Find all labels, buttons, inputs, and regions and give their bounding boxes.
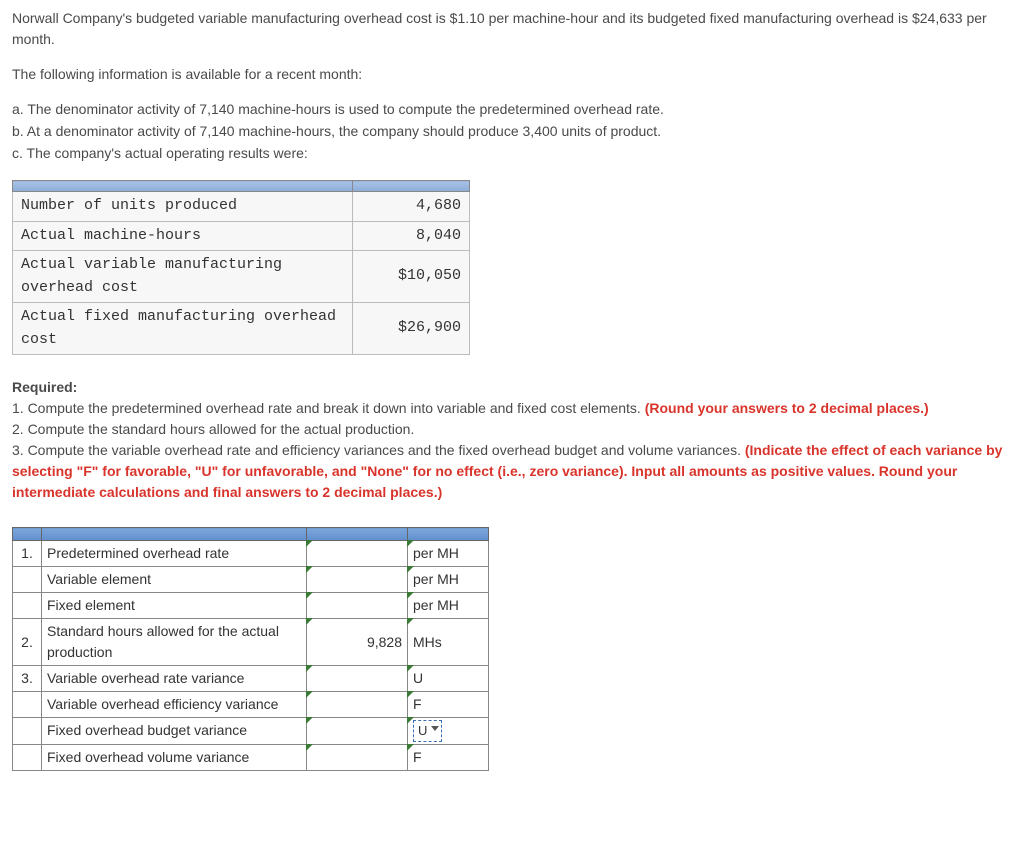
req-1-text: 1. Compute the predetermined overhead ra… [12, 400, 645, 416]
row-label: Variable element [42, 567, 307, 593]
valid-tick-icon [306, 566, 313, 573]
valid-tick-icon [306, 540, 313, 547]
data-row-value: $26,900 [353, 303, 470, 355]
table-row: Fixed overhead volume variance F [13, 744, 489, 770]
list-item-b: b. At a denominator activity of 7,140 ma… [12, 121, 1012, 142]
row-label: Variable overhead efficiency variance [42, 692, 307, 718]
data-row-label: Number of units produced [13, 192, 353, 222]
value-input[interactable] [307, 541, 408, 567]
table-row: Variable overhead efficiency variance F [13, 692, 489, 718]
unit-cell: MHs [408, 619, 489, 666]
row-number [13, 692, 42, 718]
row-number [13, 567, 42, 593]
value-input[interactable] [307, 593, 408, 619]
row-label: Variable overhead rate variance [42, 666, 307, 692]
valid-tick-icon [407, 618, 414, 625]
valid-tick-icon [306, 592, 313, 599]
valid-tick-icon [407, 566, 414, 573]
row-label: Fixed overhead budget variance [42, 718, 307, 745]
value-input[interactable] [307, 666, 408, 692]
row-label: Fixed overhead volume variance [42, 744, 307, 770]
row-number [13, 744, 42, 770]
table-row: Variable element per MH [13, 567, 489, 593]
required-section: Required: 1. Compute the predetermined o… [12, 377, 1012, 503]
data-row-label: Actual fixed manufacturing overhead cost [13, 303, 353, 355]
table-row: Fixed overhead budget variance U [13, 718, 489, 745]
required-heading: Required: [12, 379, 77, 395]
valid-tick-icon [407, 592, 414, 599]
row-number: 3. [13, 666, 42, 692]
req-2-text: 2. Compute the standard hours allowed fo… [12, 419, 1012, 440]
valid-tick-icon [407, 540, 414, 547]
valid-tick-icon [407, 691, 414, 698]
value-input[interactable] [307, 567, 408, 593]
row-label: Predetermined overhead rate [42, 541, 307, 567]
unit-cell: U [408, 666, 489, 692]
valid-tick-icon [407, 744, 414, 751]
given-info-list: a. The denominator activity of 7,140 mac… [12, 99, 1012, 164]
valid-tick-icon [306, 717, 313, 724]
row-number [13, 593, 42, 619]
valid-tick-icon [306, 744, 313, 751]
value-input[interactable] [307, 692, 408, 718]
list-item-c: c. The company's actual operating result… [12, 143, 1012, 164]
valid-tick-icon [407, 665, 414, 672]
value-input[interactable]: 9,828 [307, 619, 408, 666]
table-row: 1.Predetermined overhead rate per MH [13, 541, 489, 567]
valid-tick-icon [306, 665, 313, 672]
valid-tick-icon [306, 618, 313, 625]
valid-tick-icon [306, 691, 313, 698]
data-row-label: Actual machine-hours [13, 221, 353, 251]
answer-table: 1.Predetermined overhead rateper MHVaria… [12, 527, 489, 771]
row-label: Fixed element [42, 593, 307, 619]
unit-cell[interactable]: U [408, 718, 489, 745]
variance-select[interactable]: U [413, 720, 442, 742]
value-input[interactable] [307, 744, 408, 770]
list-item-a: a. The denominator activity of 7,140 mac… [12, 99, 1012, 120]
intro-p2: The following information is available f… [12, 64, 1012, 85]
data-row-label: Actual variable manufacturing overhead c… [13, 251, 353, 303]
table-row: 2.Standard hours allowed for the actual … [13, 619, 489, 666]
table-row: Fixed element per MH [13, 593, 489, 619]
intro-p1: Norwall Company's budgeted variable manu… [12, 8, 1012, 50]
row-number: 1. [13, 541, 42, 567]
table-row: 3.Variable overhead rate variance U [13, 666, 489, 692]
unit-cell: per MH [408, 541, 489, 567]
req-1-hint: (Round your answers to 2 decimal places.… [645, 400, 929, 416]
row-label: Standard hours allowed for the actual pr… [42, 619, 307, 666]
data-row-value: 8,040 [353, 221, 470, 251]
value-input[interactable] [307, 718, 408, 745]
data-row-value: 4,680 [353, 192, 470, 222]
row-number: 2. [13, 619, 42, 666]
unit-cell: F [408, 692, 489, 718]
unit-cell: per MH [408, 593, 489, 619]
unit-cell: F [408, 744, 489, 770]
req-3-text: 3. Compute the variable overhead rate an… [12, 442, 745, 458]
operating-results-table: Number of units produced4,680Actual mach… [12, 180, 470, 355]
data-row-value: $10,050 [353, 251, 470, 303]
row-number [13, 718, 42, 745]
unit-cell: per MH [408, 567, 489, 593]
